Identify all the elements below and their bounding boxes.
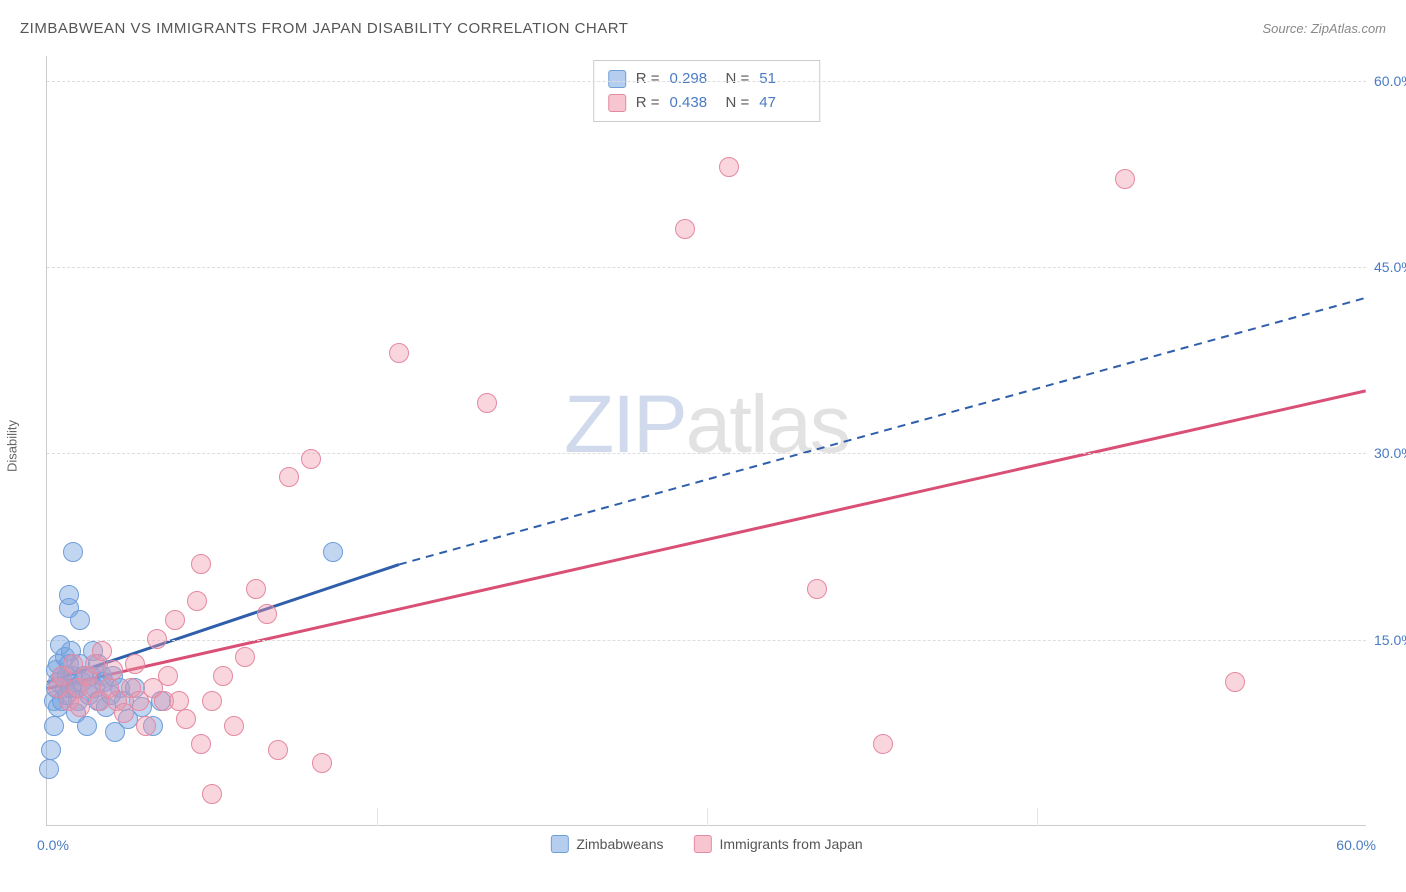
scatter-point — [235, 647, 255, 667]
y-axis-tick-label: 45.0% — [1374, 259, 1406, 275]
scatter-point — [191, 734, 211, 754]
scatter-point — [125, 654, 145, 674]
scatter-point — [92, 641, 112, 661]
legend-item: Zimbabweans — [550, 835, 663, 853]
scatter-point — [103, 660, 123, 680]
scatter-point — [165, 610, 185, 630]
scatter-point — [389, 343, 409, 363]
scatter-point — [136, 716, 156, 736]
legend-swatch — [693, 835, 711, 853]
scatter-point — [1115, 169, 1135, 189]
stats-n-value: 47 — [759, 91, 805, 115]
scatter-point — [39, 759, 59, 779]
y-axis-label: Disability — [5, 420, 20, 472]
stats-legend-row: R = 0.298 N = 51 — [608, 67, 806, 91]
stats-r-value: 0.298 — [670, 67, 716, 91]
scatter-point — [268, 740, 288, 760]
stats-legend-box: R = 0.298 N = 51 R = 0.438 N = 47 — [593, 60, 821, 122]
x-axis-origin-label: 0.0% — [37, 837, 69, 853]
scatter-point — [41, 740, 61, 760]
scatter-point — [257, 604, 277, 624]
stats-r-label: R = — [636, 91, 660, 115]
scatter-point — [477, 393, 497, 413]
trend-lines-layer — [47, 56, 1366, 825]
watermark-part1: ZIP — [564, 379, 686, 470]
chart-title: ZIMBABWEAN VS IMMIGRANTS FROM JAPAN DISA… — [20, 20, 628, 37]
scatter-point — [202, 784, 222, 804]
stats-r-value: 0.438 — [670, 91, 716, 115]
gridline-horizontal — [47, 453, 1366, 454]
gridline-horizontal — [47, 267, 1366, 268]
scatter-point — [224, 716, 244, 736]
scatter-point — [147, 629, 167, 649]
scatter-point — [213, 666, 233, 686]
x-axis-max-label: 60.0% — [1336, 837, 1376, 853]
stats-n-label: N = — [726, 67, 750, 91]
scatter-point — [191, 554, 211, 574]
scatter-point — [807, 579, 827, 599]
gridline-vertical — [707, 808, 708, 826]
gridline-horizontal — [47, 81, 1366, 82]
scatter-point — [63, 542, 83, 562]
y-axis-tick-label: 15.0% — [1374, 632, 1406, 648]
legend-label: Immigrants from Japan — [719, 836, 862, 852]
trendline-solid — [47, 391, 1365, 689]
legend-swatch — [550, 835, 568, 853]
y-axis-tick-label: 60.0% — [1374, 73, 1406, 89]
stats-n-value: 51 — [759, 67, 805, 91]
scatter-point — [873, 734, 893, 754]
scatter-point — [246, 579, 266, 599]
stats-legend-row: R = 0.438 N = 47 — [608, 91, 806, 115]
scatter-point — [176, 709, 196, 729]
trendline-dashed — [399, 298, 1366, 565]
scatter-point — [59, 585, 79, 605]
scatter-point — [70, 697, 90, 717]
scatter-point — [158, 666, 178, 686]
scatter-point — [719, 157, 739, 177]
scatter-point — [169, 691, 189, 711]
legend-label: Zimbabweans — [576, 836, 663, 852]
scatter-point — [187, 591, 207, 611]
scatter-point — [70, 610, 90, 630]
gridline-horizontal — [47, 640, 1366, 641]
stats-r-label: R = — [636, 67, 660, 91]
scatter-point — [202, 691, 222, 711]
gridline-vertical — [377, 808, 378, 826]
series-legend: Zimbabweans Immigrants from Japan — [550, 835, 862, 853]
y-axis-tick-label: 30.0% — [1374, 445, 1406, 461]
scatter-point — [312, 753, 332, 773]
legend-item: Immigrants from Japan — [693, 835, 862, 853]
scatter-point — [1225, 672, 1245, 692]
scatter-point — [323, 542, 343, 562]
gridline-vertical — [1037, 808, 1038, 826]
scatter-point — [279, 467, 299, 487]
watermark: ZIPatlas — [564, 378, 849, 472]
scatter-point — [44, 716, 64, 736]
watermark-part2: atlas — [686, 379, 849, 470]
scatter-point — [675, 219, 695, 239]
legend-swatch — [608, 94, 626, 112]
legend-swatch — [608, 70, 626, 88]
chart-plot-area: ZIPatlas R =0.298N =51R =0.438N =47 Zimb… — [46, 56, 1366, 826]
scatter-point — [301, 449, 321, 469]
scatter-point — [50, 635, 70, 655]
stats-n-label: N = — [726, 91, 750, 115]
source-attribution: Source: ZipAtlas.com — [1262, 21, 1386, 36]
